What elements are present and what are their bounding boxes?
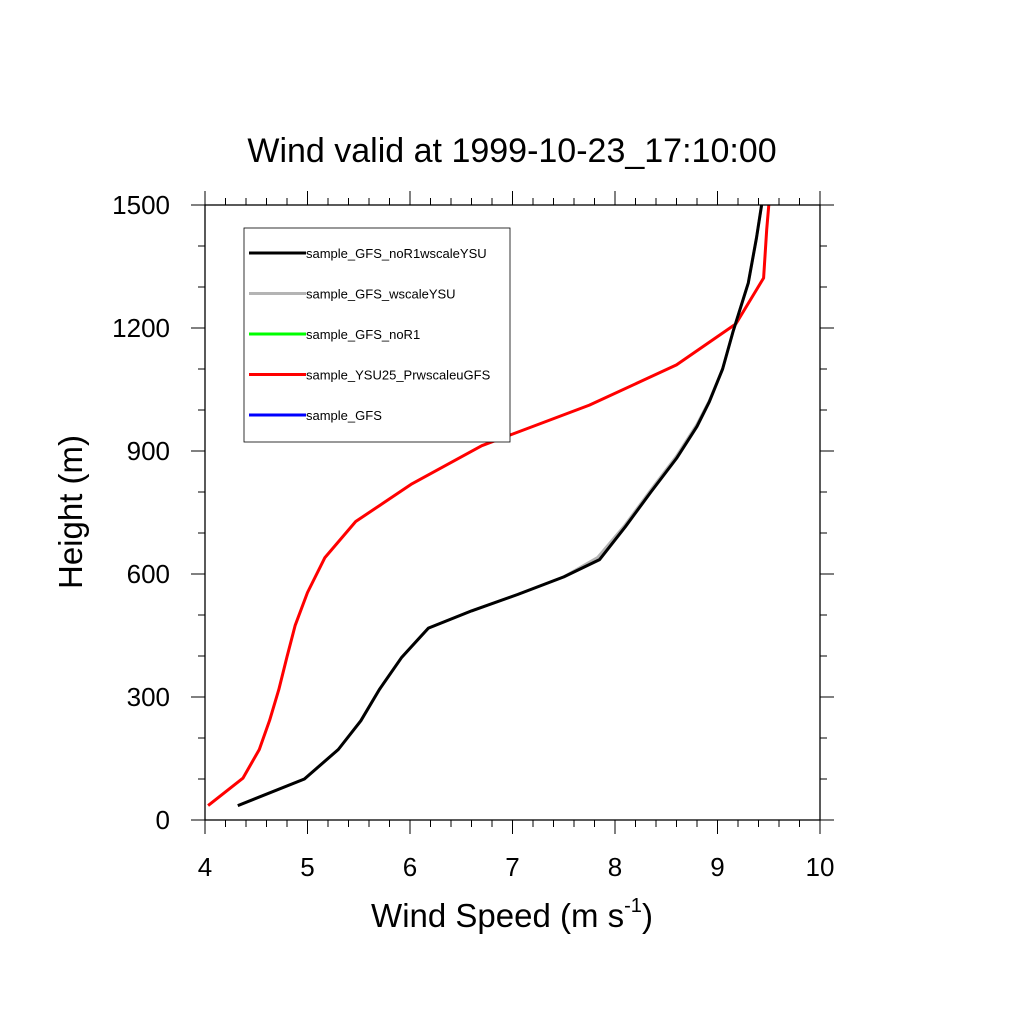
- x-axis-label-main: Wind Speed (m s: [371, 897, 624, 934]
- y-tick-label: 1500: [112, 190, 170, 220]
- tick-marks: [191, 191, 834, 834]
- legend-items: sample_GFS_noR1wscaleYSU sample_GFS_wscal…: [249, 246, 491, 423]
- y-tick-label: 1200: [112, 313, 170, 343]
- x-tick-label: 4: [198, 852, 212, 882]
- legend-label: sample_GFS_noR1: [306, 327, 420, 342]
- legend-label: sample_GFS_noR1wscaleYSU: [306, 246, 487, 261]
- legend-label: sample_GFS: [306, 408, 382, 423]
- x-tick-label: 9: [710, 852, 724, 882]
- legend: sample_GFS_noR1wscaleYSU sample_GFS_wscal…: [243, 227, 511, 443]
- series-line-sample_GFS_noR1wscaleYSU: [237, 204, 764, 807]
- x-tick-label: 6: [403, 852, 417, 882]
- y-tick-label: 600: [127, 559, 170, 589]
- x-axis-label: Wind Speed (m s-1): [371, 895, 653, 934]
- y-tick-labels: 0 300 600 900 1200 1500: [112, 190, 170, 835]
- x-tick-label: 8: [608, 852, 622, 882]
- plot-area-frame: [204, 204, 821, 821]
- y-tick-label: 300: [127, 682, 170, 712]
- series-line-sample_YSU25_PrwscaleuGFS: [207, 204, 771, 807]
- chart-title: Wind valid at 1999-10-23_17:10:00: [247, 132, 776, 170]
- y-tick-label: 900: [127, 436, 170, 466]
- x-axis-label-superscript: -1: [624, 895, 642, 917]
- x-tick-label: 5: [300, 852, 314, 882]
- y-tick-label: 0: [156, 805, 170, 835]
- legend-label: sample_YSU25_PrwscaleuGFS: [306, 368, 491, 383]
- x-tick-labels: 4 5 6 7 8 9 10: [198, 852, 835, 882]
- x-tick-label: 10: [806, 852, 835, 882]
- x-tick-label: 7: [505, 852, 519, 882]
- legend-label: sample_GFS_wscaleYSU: [306, 287, 456, 302]
- series-lines: [207, 204, 771, 807]
- x-axis-label-suffix: ): [642, 897, 653, 934]
- y-axis-label: Height (m): [52, 435, 89, 589]
